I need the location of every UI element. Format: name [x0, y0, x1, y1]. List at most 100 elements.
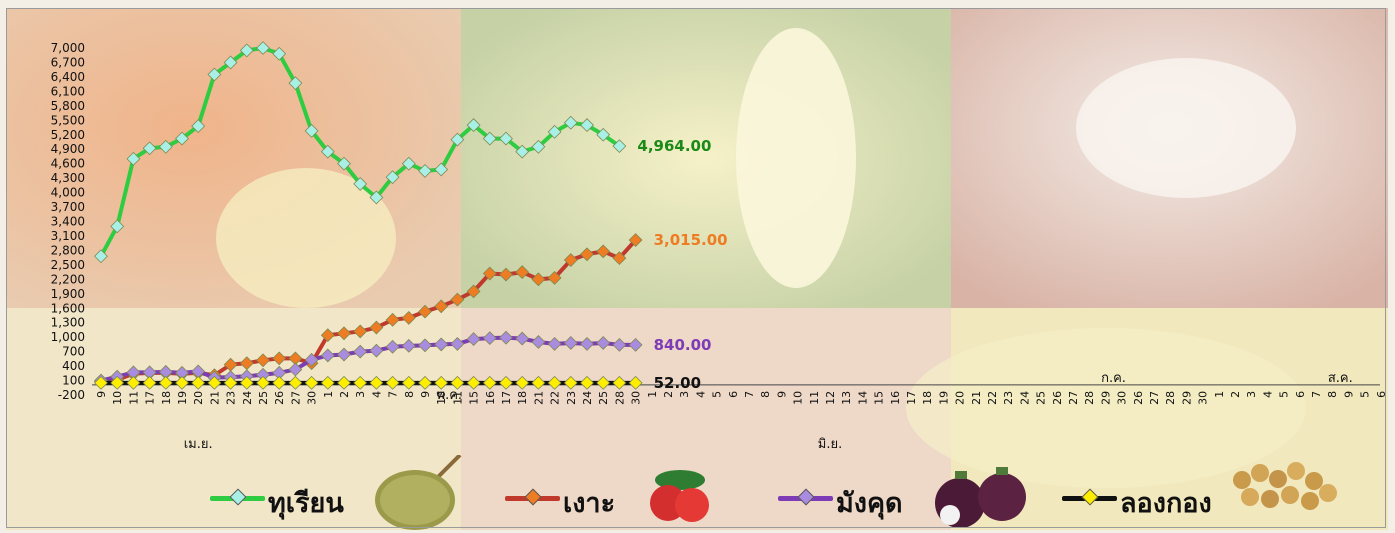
data-point — [547, 270, 562, 285]
x-tick-label: 9 — [419, 391, 432, 398]
data-point — [482, 266, 497, 281]
x-tick-label: 26 — [273, 391, 286, 405]
y-tick-label: -200 — [58, 388, 85, 402]
x-tick-label: 2 — [662, 391, 675, 398]
data-point — [191, 119, 206, 134]
x-tick-label: 28 — [613, 391, 626, 405]
data-point — [418, 163, 432, 178]
y-tick-label: 4,300 — [51, 171, 85, 185]
x-tick-label: 17 — [500, 391, 513, 405]
data-label: 4,964.00 — [637, 137, 711, 155]
x-tick-label: 18 — [921, 391, 934, 405]
x-tick-label: 30 — [1116, 391, 1129, 405]
data-point — [563, 253, 578, 267]
x-tick-label: 10 — [792, 391, 805, 405]
data-point — [256, 353, 270, 368]
x-tick-label: 22 — [986, 391, 999, 405]
x-tick-label: 10 — [435, 391, 448, 405]
data-point — [499, 131, 513, 146]
y-tick-label: 6,100 — [51, 84, 85, 98]
data-point — [401, 310, 416, 325]
data-point — [142, 141, 157, 156]
month-label: ส.ค. — [1328, 371, 1353, 386]
data-point — [110, 375, 125, 390]
data-point — [385, 170, 400, 185]
data-point — [385, 375, 400, 390]
x-tick-label: 12 — [824, 391, 837, 405]
legend-marker-mangosteen — [797, 488, 815, 506]
x-tick-label: 21 — [970, 391, 983, 405]
x-tick-label: 16 — [484, 391, 497, 405]
data-point — [142, 365, 157, 380]
data-point — [239, 43, 254, 58]
x-tick-label: 5 — [1278, 391, 1291, 398]
x-tick-label: 4 — [694, 391, 707, 398]
data-point — [547, 336, 562, 351]
x-tick-label: 25 — [597, 391, 610, 405]
x-tick-label: 9 — [95, 391, 108, 398]
data-point — [369, 320, 384, 335]
data-point — [563, 115, 578, 130]
x-tick-label: 24 — [1018, 391, 1031, 405]
data-point — [401, 156, 416, 171]
data-point — [320, 375, 335, 390]
x-tick-label: 19 — [176, 391, 189, 405]
data-point — [126, 375, 141, 390]
longkong-icon — [1233, 462, 1337, 510]
data-point — [450, 375, 465, 390]
data-point — [337, 375, 351, 390]
data-point — [547, 375, 562, 390]
data-point — [337, 326, 351, 341]
x-tick-label: 20 — [192, 391, 205, 405]
data-point — [385, 312, 400, 327]
y-tick-label: 6,700 — [51, 55, 85, 69]
data-point — [369, 343, 384, 358]
data-point — [353, 176, 368, 191]
x-tick-label: 1 — [1213, 391, 1226, 398]
y-tick-label: 400 — [62, 359, 85, 373]
data-point — [434, 299, 449, 314]
data-point — [596, 244, 611, 259]
data-point — [628, 375, 643, 390]
x-tick-label: 27 — [289, 391, 302, 405]
month-label: มิ.ย. — [818, 437, 842, 452]
data-point — [628, 337, 643, 352]
x-tick-label: 11 — [127, 391, 140, 405]
x-tick-label: 5 — [711, 391, 724, 398]
x-tick-label: 3 — [354, 391, 367, 398]
x-tick-label: 6 — [727, 391, 740, 398]
x-tick-label: 16 — [889, 391, 902, 405]
data-point — [223, 357, 238, 372]
data-point — [515, 375, 530, 390]
data-point — [499, 330, 513, 345]
data-label: 52.00 — [654, 374, 701, 392]
data-point — [482, 375, 497, 390]
x-tick-label: 26 — [1051, 391, 1064, 405]
data-point — [547, 124, 562, 139]
data-point — [434, 375, 449, 390]
data-point — [353, 375, 368, 390]
data-point — [126, 365, 141, 380]
x-tick-label: 26 — [1132, 391, 1145, 405]
data-point — [337, 156, 351, 171]
data-point — [110, 219, 125, 234]
x-tick-label: 30 — [1197, 391, 1210, 405]
x-tick-label: 11 — [451, 391, 464, 405]
x-tick-label: 22 — [549, 391, 562, 405]
x-tick-label: 25 — [1035, 391, 1048, 405]
x-tick-label: 11 — [808, 391, 821, 405]
x-tick-label: 23 — [225, 391, 238, 405]
legend: ทุเรียน เงาะ มังคุด — [0, 455, 1395, 530]
series-line — [100, 238, 638, 384]
data-point — [418, 375, 432, 390]
y-tick-label: 1,000 — [51, 330, 85, 344]
data-point — [515, 331, 530, 346]
y-tick-label: 700 — [62, 345, 85, 359]
x-tick-label: 2 — [1229, 391, 1242, 398]
data-point — [466, 375, 481, 390]
y-tick-label: 4,000 — [51, 186, 85, 200]
data-point — [175, 365, 189, 380]
y-tick-label: 4,600 — [51, 157, 85, 171]
y-tick-label: 1,900 — [51, 287, 85, 301]
data-point — [401, 375, 416, 390]
